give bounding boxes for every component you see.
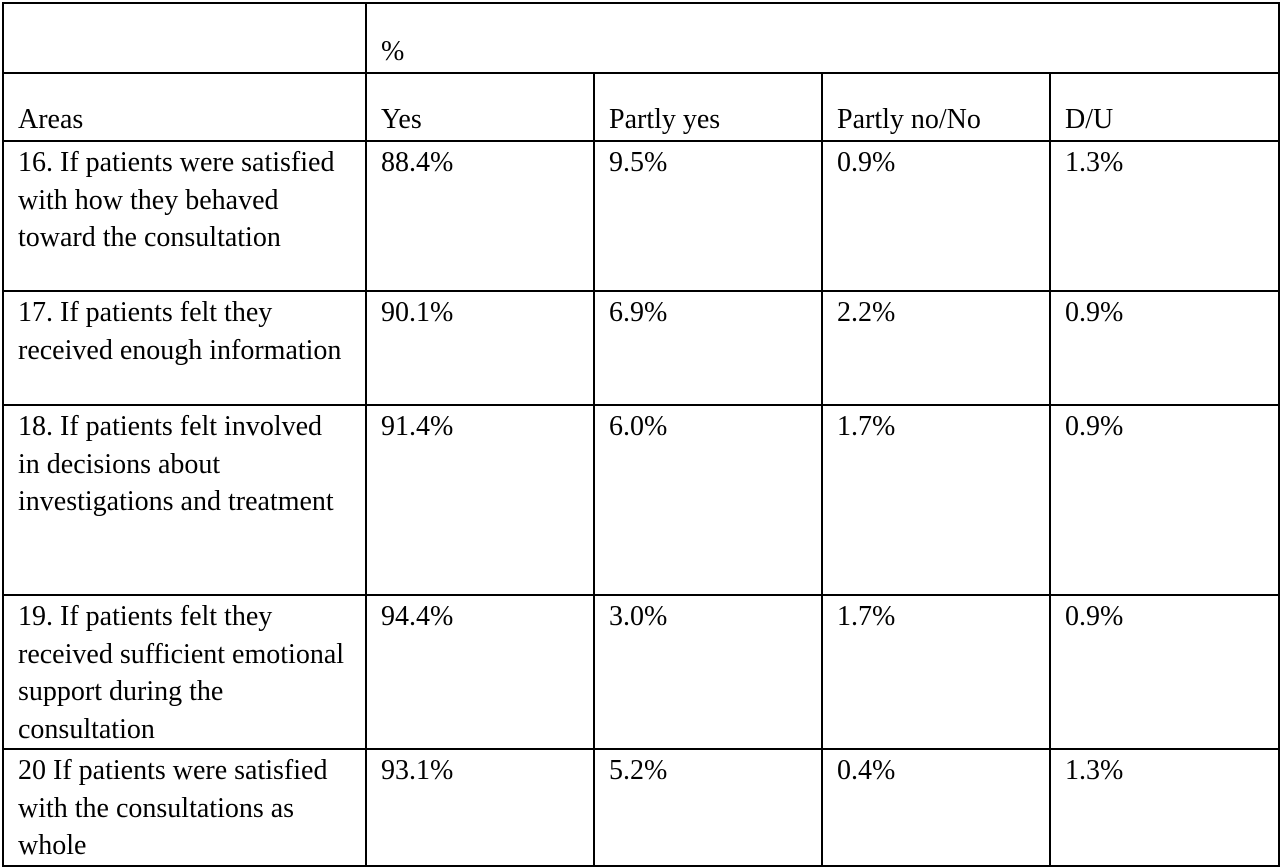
percent-cell: 88.4%: [365, 140, 595, 292]
percent-cell: 1.7%: [821, 404, 1051, 596]
area-cell: 19. If patients felt they received suffi…: [2, 594, 367, 750]
table-row: 20 If patients were satisfied with the c…: [2, 748, 1280, 867]
percent-cell: 0.9%: [1048, 594, 1280, 750]
percent-cell: 0.4%: [821, 748, 1051, 867]
percent-cell: 1.3%: [1048, 748, 1280, 867]
table-row: 16. If patients were satisfied with how …: [2, 140, 1280, 292]
percent-cell: 94.4%: [365, 594, 595, 750]
percent-cell: 0.9%: [821, 140, 1051, 292]
table-row: 17. If patients felt they received enoug…: [2, 290, 1280, 406]
empty-cell: [2, 2, 367, 74]
group-header: %: [364, 2, 1280, 74]
header-row: %: [2, 2, 1280, 74]
area-cell: 18. If patients felt involved in decisio…: [2, 404, 367, 596]
percent-cell: 93.1%: [365, 748, 595, 867]
percent-cell: 9.5%: [593, 140, 823, 292]
table-row: 19. If patients felt they received suffi…: [2, 594, 1280, 750]
column-header: D/U: [1048, 72, 1280, 142]
header-row: Areas Yes Partly yes Partly no/No D/U: [2, 72, 1280, 142]
percent-cell: 90.1%: [365, 290, 595, 406]
percent-cell: 1.3%: [1048, 140, 1280, 292]
table-row: 18. If patients felt involved in decisio…: [2, 404, 1280, 596]
percent-cell: 6.0%: [593, 404, 823, 596]
column-header: Partly no/No: [821, 72, 1051, 142]
percent-cell: 0.9%: [1048, 290, 1280, 406]
area-cell: 17. If patients felt they received enoug…: [2, 290, 367, 406]
percent-cell: 91.4%: [365, 404, 595, 596]
percent-cell: 0.9%: [1048, 404, 1280, 596]
area-cell: 20 If patients were satisfied with the c…: [2, 748, 367, 867]
percent-cell: 2.2%: [821, 290, 1051, 406]
percent-cell: 5.2%: [593, 748, 823, 867]
percent-cell: 3.0%: [593, 594, 823, 750]
column-header: Partly yes: [593, 72, 823, 142]
percent-cell: 1.7%: [821, 594, 1051, 750]
column-header: Areas: [2, 72, 367, 142]
area-cell: 16. If patients were satisfied with how …: [2, 140, 367, 292]
percent-cell: 6.9%: [593, 290, 823, 406]
column-header: Yes: [365, 72, 595, 142]
